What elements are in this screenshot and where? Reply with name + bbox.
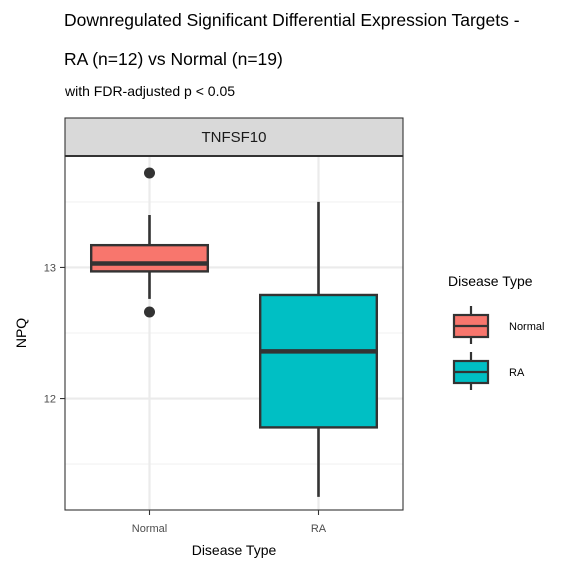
y-tick-label: 12 — [44, 394, 56, 406]
box-normal — [89, 243, 210, 273]
x-axis-title: Disease Type — [192, 542, 277, 558]
legend-label-ra: RA — [509, 367, 525, 379]
chart-title-line1: Downregulated Significant Differential E… — [64, 10, 520, 30]
box-series — [89, 167, 379, 497]
box-ra — [258, 293, 379, 429]
legend-title: Disease Type — [448, 273, 533, 289]
x-axis: Normal RA — [132, 510, 327, 535]
y-axis-title: NPQ — [13, 318, 29, 348]
x-tick-label: RA — [311, 523, 327, 535]
outlier-point — [144, 167, 155, 179]
outlier-point — [144, 306, 155, 318]
legend: Disease Type Normal RA — [448, 273, 544, 390]
y-axis: 12 13 — [44, 262, 65, 406]
legend-label-normal: Normal — [509, 321, 544, 333]
y-tick-label: 13 — [44, 262, 56, 274]
x-tick-label: Normal — [132, 523, 167, 535]
facet-label: TNFSF10 — [201, 129, 266, 146]
chart-title-line2: RA (n=12) vs Normal (n=19) — [64, 49, 283, 69]
facet-strip — [64, 117, 404, 157]
chart-subtitle: with FDR-adjusted p < 0.05 — [64, 83, 235, 99]
